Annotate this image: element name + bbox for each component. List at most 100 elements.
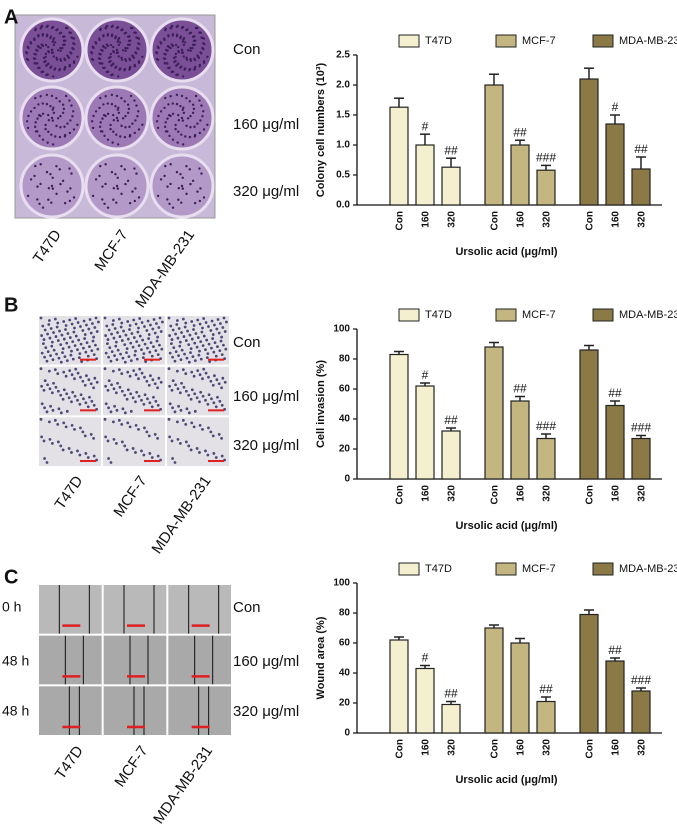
cell [140,398,143,402]
colony [68,167,71,170]
cell [198,373,202,377]
cell [55,352,58,356]
colony [198,167,201,170]
colony [170,43,173,46]
x-axis-label: Ursolic acid (μg/ml) [455,520,557,532]
cell [123,343,127,346]
colony [34,130,38,133]
cell [117,368,121,372]
colony [55,96,58,100]
cell [184,372,188,376]
colony [58,100,61,103]
cell [56,440,60,444]
cell [126,388,130,392]
bar [415,144,435,206]
colony [124,126,127,129]
cell [90,349,94,353]
colony [200,52,203,55]
cell [50,391,54,395]
colony [51,25,55,29]
cell [67,396,71,400]
cell [40,402,44,406]
colony [192,107,196,111]
colony [99,27,102,31]
colony [137,61,141,64]
cell [146,397,149,401]
cell [149,341,153,344]
significance-label: # [422,368,429,382]
colony [115,133,118,136]
cell [171,355,174,359]
cell [161,320,164,324]
x-tick-label: Con [395,211,406,230]
colony [180,201,183,204]
cell [168,384,171,388]
cell [208,360,212,364]
x-tick-label: 320 [637,485,648,502]
colony [47,45,50,49]
colony [165,48,168,52]
colony [52,43,56,47]
cell [130,332,134,335]
column-label: T47D [30,227,65,267]
colony [164,130,168,133]
x-tick-label: 160 [421,739,432,756]
cell [158,343,161,347]
colony [61,46,64,50]
colony [197,56,201,60]
cell [191,355,195,359]
cell [46,350,50,354]
cell [92,335,96,339]
bar [536,169,556,206]
error-bar [584,609,594,615]
legend-swatch [495,562,517,576]
colony [40,24,44,28]
colony [98,174,101,178]
cell [83,337,87,340]
cell [156,335,160,339]
cell [142,453,146,457]
colony [63,125,66,128]
bar [389,639,409,734]
cell [221,376,225,380]
x-tick-label: 160 [421,485,432,502]
colony [45,170,49,174]
cell [76,371,80,375]
colony [157,114,160,118]
colony [126,46,129,50]
colony [123,100,126,103]
colony [156,126,160,130]
cell [147,383,151,387]
colony [52,37,56,40]
cell [80,360,84,364]
colony [112,49,115,53]
cell [168,351,172,355]
column-label: T47D [52,473,87,513]
colony [189,31,193,35]
colony [177,198,180,201]
colony [106,206,110,209]
cell [76,449,79,453]
cell [96,347,100,351]
colony [201,115,204,118]
colony [98,62,101,65]
bar [441,430,461,480]
cell [85,341,89,344]
cell [173,359,177,363]
cell [47,323,51,326]
cell [125,397,129,401]
colony [47,119,51,122]
colony [25,51,28,54]
colony [90,51,93,54]
colony [181,119,185,122]
cell [175,319,179,322]
colony [189,59,193,62]
cell [167,417,171,421]
cell [118,385,122,389]
cell [122,329,125,333]
colony [179,66,182,69]
colony [103,134,106,138]
cell [117,317,121,321]
colony [52,106,55,110]
